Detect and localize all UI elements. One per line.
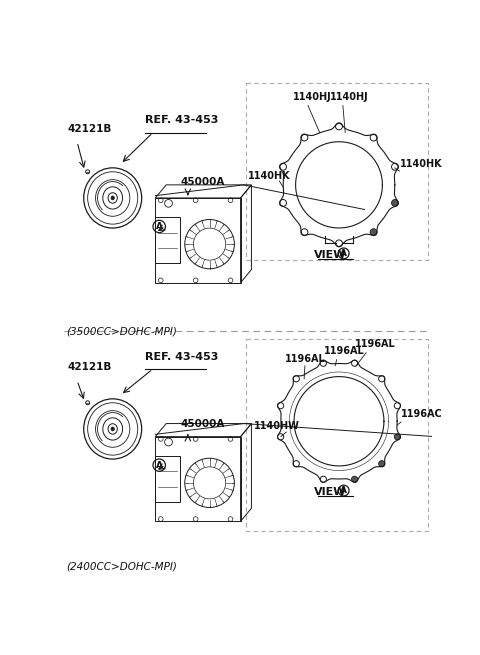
Text: REF. 43-453: REF. 43-453: [145, 115, 218, 125]
Text: REF. 43-453: REF. 43-453: [145, 352, 218, 362]
Circle shape: [392, 200, 398, 206]
Text: 1140HK: 1140HK: [248, 171, 290, 181]
Ellipse shape: [111, 427, 114, 431]
Text: 45000A: 45000A: [180, 177, 225, 187]
Text: (3500CC>DOHC-MPI): (3500CC>DOHC-MPI): [66, 326, 177, 336]
Text: 1140HJ: 1140HJ: [330, 92, 368, 102]
Text: 1140HW: 1140HW: [254, 421, 300, 431]
Circle shape: [379, 460, 385, 467]
Text: 1140HJ: 1140HJ: [293, 92, 332, 102]
Circle shape: [370, 229, 377, 236]
Text: VIEW: VIEW: [313, 487, 346, 496]
Text: 1196AL: 1196AL: [355, 339, 395, 348]
Text: 42121B: 42121B: [68, 362, 112, 371]
Text: 1196AL: 1196AL: [324, 346, 364, 356]
Text: VIEW: VIEW: [313, 250, 346, 259]
Text: 1196AC: 1196AC: [401, 409, 443, 419]
Ellipse shape: [111, 196, 114, 200]
Text: A: A: [340, 486, 347, 495]
Circle shape: [351, 476, 358, 482]
Circle shape: [394, 434, 400, 440]
Text: A: A: [156, 222, 163, 231]
Text: 45000A: 45000A: [180, 419, 225, 428]
Text: 42121B: 42121B: [68, 124, 112, 134]
Text: A: A: [340, 249, 347, 258]
Text: (2400CC>DOHC-MPI): (2400CC>DOHC-MPI): [66, 562, 177, 572]
Text: 1196AL: 1196AL: [285, 354, 325, 364]
Text: 1140HK: 1140HK: [399, 159, 442, 169]
Bar: [246, 83, 428, 260]
Bar: [246, 339, 428, 531]
Text: A: A: [156, 460, 163, 470]
